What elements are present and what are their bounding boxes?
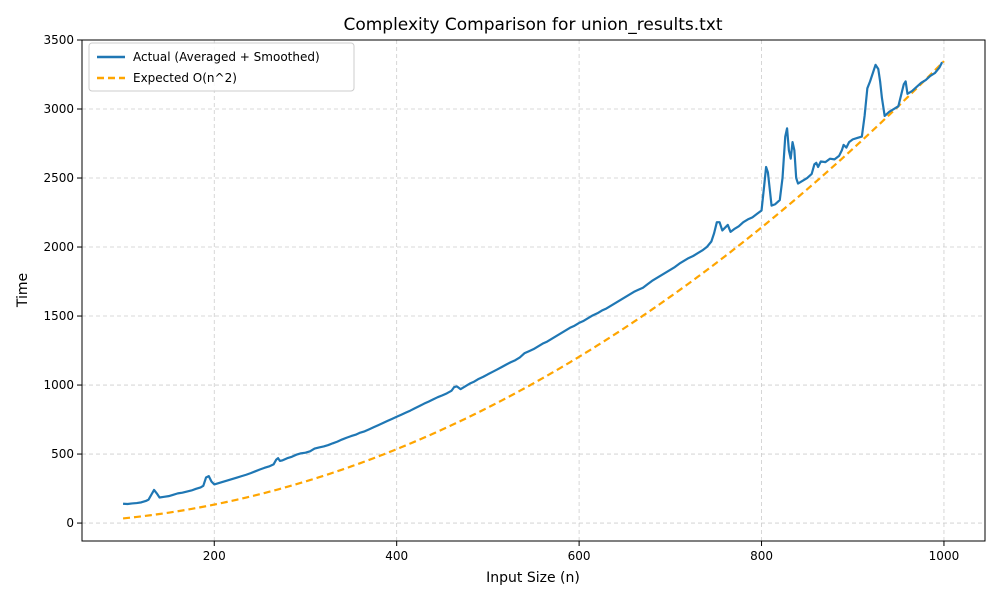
plot-area-frame	[81, 39, 986, 542]
x-tick-label: 200	[203, 549, 226, 563]
legend-label-expected: Expected O(n^2)	[133, 71, 237, 85]
legend: Actual (Averaged + Smoothed) Expected O(…	[88, 42, 355, 92]
legend-box	[88, 42, 355, 92]
y-tick-label: 1500	[43, 309, 74, 323]
y-axis-label: Time	[15, 273, 31, 308]
grid	[82, 39, 985, 541]
x-tick-label: 600	[568, 549, 591, 563]
chart-title: Complexity Comparison for union_results.…	[343, 15, 722, 35]
x-axis-label: Input Size (n)	[486, 570, 580, 586]
x-tick-label: 400	[385, 549, 408, 563]
series-layer	[122, 60, 945, 520]
y-tick-label: 0	[66, 516, 74, 530]
x-tick-label: 800	[750, 549, 773, 563]
y-tick-label: 2000	[43, 240, 74, 254]
y-tick-label: 3500	[43, 33, 74, 47]
actual-series-line	[122, 61, 944, 506]
legend-label-actual: Actual (Averaged + Smoothed)	[133, 50, 320, 64]
y-tick-label: 500	[51, 447, 74, 461]
y-tick-label: 2500	[43, 171, 74, 185]
y-tick-label: 3000	[43, 102, 74, 116]
y-tick-label: 1000	[43, 378, 74, 392]
x-tick-label: 1000	[929, 549, 960, 563]
expected-series-line	[122, 60, 945, 520]
axis-ticks: 200 400 600 800 1000 0 500 1000 1500 2000 2500 3000…	[43, 33, 959, 563]
